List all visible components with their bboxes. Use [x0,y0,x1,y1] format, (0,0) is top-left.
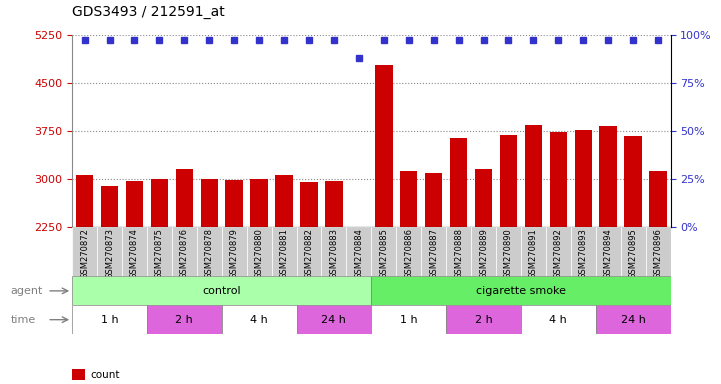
Text: GSM270888: GSM270888 [454,228,463,279]
Bar [650,171,667,227]
Bar [72,305,147,334]
Bar [197,227,222,276]
Text: GSM270892: GSM270892 [554,228,563,279]
Bar [325,181,342,227]
Bar [596,227,621,276]
Bar [446,227,471,276]
Text: GSM270886: GSM270886 [404,228,413,279]
Bar [275,175,293,227]
Bar [250,179,267,227]
Bar [296,227,322,276]
Text: GSM270894: GSM270894 [603,228,613,279]
Bar [97,227,122,276]
Bar [371,276,671,305]
Bar [645,227,671,276]
Bar [471,227,496,276]
Text: GSM270893: GSM270893 [579,228,588,279]
Bar [596,305,671,334]
Text: GSM270875: GSM270875 [155,228,164,279]
Text: GSM270890: GSM270890 [504,228,513,279]
Text: GSM270889: GSM270889 [479,228,488,279]
Bar [621,227,645,276]
Text: GSM270872: GSM270872 [80,228,89,279]
Bar [101,186,118,227]
Bar [76,175,93,227]
Bar [247,227,272,276]
Bar [425,174,443,227]
Text: GSM270882: GSM270882 [304,228,314,279]
Bar [375,65,392,227]
Bar [521,305,596,334]
Bar [525,126,542,227]
Bar [147,305,222,334]
Bar [450,137,467,227]
Text: control: control [203,286,241,296]
Text: 4 h: 4 h [250,314,268,325]
Text: 4 h: 4 h [549,314,567,325]
Bar [122,227,147,276]
Text: GSM270880: GSM270880 [255,228,264,279]
Text: GSM270887: GSM270887 [429,228,438,279]
Bar [599,126,617,227]
Bar [296,305,371,334]
Text: GDS3493 / 212591_at: GDS3493 / 212591_at [72,5,225,19]
Bar [546,227,571,276]
Text: 24 h: 24 h [322,314,346,325]
Text: 24 h: 24 h [621,314,645,325]
Bar [272,227,296,276]
Bar [446,305,521,334]
Text: GSM270883: GSM270883 [329,228,338,279]
Bar [496,227,521,276]
Bar [72,227,97,276]
Bar [400,171,417,227]
Text: count: count [90,370,120,380]
Text: GSM270873: GSM270873 [105,228,114,279]
Text: time: time [11,314,36,325]
Text: cigarette smoke: cigarette smoke [476,286,566,296]
Bar [371,227,397,276]
Bar [346,227,371,276]
Text: 2 h: 2 h [474,314,492,325]
Text: GSM270879: GSM270879 [230,228,239,279]
Bar [500,135,517,227]
Bar [125,181,143,227]
Bar [575,130,592,227]
Bar [300,182,318,227]
Text: GSM270876: GSM270876 [180,228,189,279]
Bar [200,179,218,227]
Bar [571,227,596,276]
Bar [475,169,492,227]
Text: 1 h: 1 h [400,314,417,325]
Text: GSM270885: GSM270885 [379,228,389,279]
Bar [322,227,346,276]
Bar [151,179,168,227]
Text: GSM270891: GSM270891 [529,228,538,279]
Bar [350,227,368,228]
Text: 1 h: 1 h [101,314,118,325]
Bar [222,305,296,334]
Text: GSM270896: GSM270896 [653,228,663,279]
Bar [549,132,567,227]
Text: GSM270874: GSM270874 [130,228,139,279]
Text: GSM270884: GSM270884 [354,228,363,279]
Bar [371,305,446,334]
Text: 2 h: 2 h [175,314,193,325]
Bar [172,227,197,276]
Text: GSM270878: GSM270878 [205,228,213,279]
Bar [72,276,371,305]
Bar [222,227,247,276]
Bar [397,227,421,276]
Text: GSM270895: GSM270895 [629,228,637,279]
Bar [421,227,446,276]
Bar [226,180,243,227]
Text: agent: agent [11,286,43,296]
Text: GSM270881: GSM270881 [280,228,288,279]
Bar [624,136,642,227]
Bar [521,227,546,276]
Bar [147,227,172,276]
Bar [176,169,193,227]
